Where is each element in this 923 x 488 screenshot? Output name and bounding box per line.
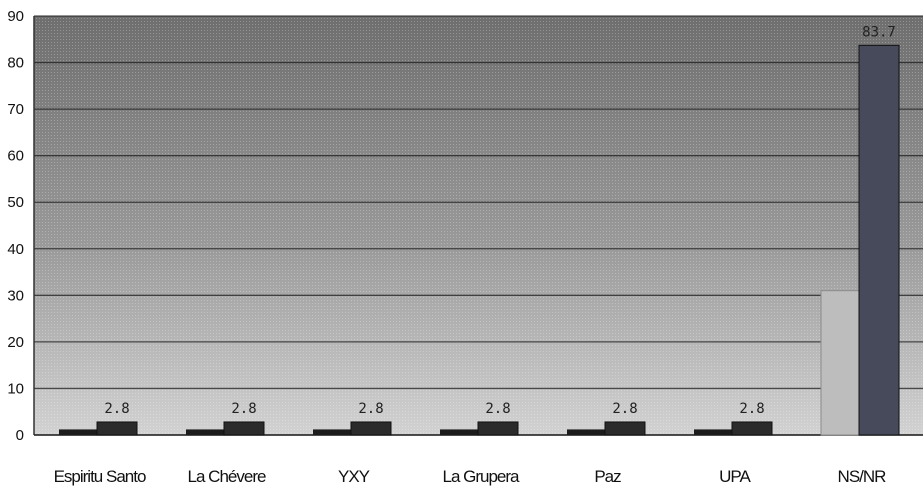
x-tick-label: NS/NR (838, 467, 887, 486)
bar-series-2 (223, 421, 265, 436)
bar-series-1 (313, 429, 351, 435)
bar-series-2 (96, 421, 138, 436)
bar-series-1 (440, 429, 478, 435)
bar-series-2 (350, 421, 392, 436)
y-tick-label: 90 (7, 8, 24, 25)
y-tick-label: 10 (7, 380, 24, 397)
bar-series-2 (477, 421, 519, 436)
y-axis: 0 10 20 30 40 50 60 70 80 90 (7, 8, 923, 444)
bar-series-1 (694, 429, 732, 435)
y-tick-label: 0 (16, 427, 24, 444)
x-tick-label: La Chévere (188, 467, 266, 486)
y-tick-label: 30 (7, 287, 24, 304)
y-tick-label: 80 (7, 55, 24, 72)
data-label: 2.8 (739, 401, 764, 417)
y-tick-label: 20 (7, 334, 24, 351)
data-label: 2.8 (358, 401, 383, 417)
x-tick-label: UPA (719, 467, 751, 486)
gridlines (34, 15, 923, 436)
y-tick-label: 60 (7, 148, 24, 165)
bar-series-1 (59, 429, 97, 435)
bar-series-1 (186, 429, 224, 435)
bar-series-2 (731, 421, 773, 436)
data-labels: 2.8 2.8 2.8 2.8 2.8 2.8 83.7 (104, 24, 896, 417)
x-tick-label: Paz (594, 467, 621, 486)
data-label: 2.8 (485, 401, 510, 417)
data-label: 2.8 (104, 401, 129, 417)
data-label: 83.7 (862, 24, 896, 40)
bars (59, 44, 900, 436)
data-label: 2.8 (231, 401, 256, 417)
bar-series-1 (567, 429, 605, 435)
x-tick-label: La Grupera (443, 467, 521, 486)
bar-series-2 (858, 44, 900, 436)
bar-series-1 (820, 290, 860, 436)
x-tick-label: Espiritu Santo (54, 467, 146, 486)
y-tick-label: 50 (7, 194, 24, 211)
bar-series-2 (604, 421, 646, 436)
y-tick-label: 70 (7, 101, 24, 118)
data-label: 2.8 (612, 401, 637, 417)
x-tick-label: YXY (338, 467, 370, 486)
y-tick-label: 40 (7, 241, 24, 258)
x-axis: Espiritu Santo La Chévere YXY La Grupera Paz… (54, 467, 888, 486)
plot-area-texture (34, 16, 923, 435)
